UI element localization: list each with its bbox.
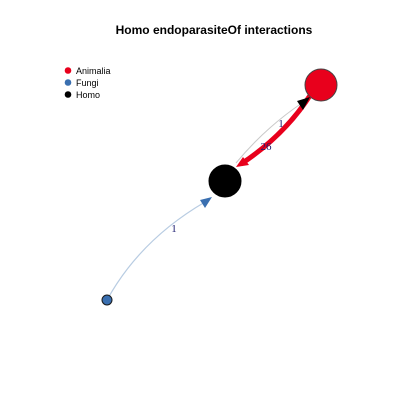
legend-swatch-fungi <box>64 79 72 86</box>
legend-item-animalia: Animalia <box>64 66 111 76</box>
diagram-title: Homo endoparasiteOf interactions <box>116 23 313 37</box>
edge-arrow-fungi-to-homo <box>200 197 212 208</box>
legend: Animalia Fungi Homo <box>64 66 111 100</box>
edge-fungi-to-homo <box>106 201 206 301</box>
legend-swatch-homo <box>64 91 72 98</box>
node-animalia[interactable] <box>304 68 338 102</box>
legend-label-fungi: Fungi <box>76 78 99 88</box>
legend-label-homo: Homo <box>76 90 100 100</box>
edge-label-homo-to-animalia: 1 <box>278 118 284 130</box>
node-fungi[interactable] <box>101 294 113 306</box>
edge-label-animalia-to-homo: 26 <box>261 141 273 153</box>
node-homo[interactable] <box>208 164 242 198</box>
legend-item-fungi: Fungi <box>64 78 99 88</box>
edges: 1 26 1 <box>106 92 314 301</box>
edge-arrow-animalia-to-homo <box>236 157 249 167</box>
legend-swatch-animalia <box>64 67 72 74</box>
edge-label-fungi-to-homo: 1 <box>171 223 177 235</box>
nodes <box>101 68 338 306</box>
legend-item-homo: Homo <box>64 90 100 100</box>
edge-arrow-homo-to-animalia <box>297 97 310 110</box>
legend-label-animalia: Animalia <box>76 66 111 76</box>
edge-homo-to-animalia <box>235 102 303 164</box>
